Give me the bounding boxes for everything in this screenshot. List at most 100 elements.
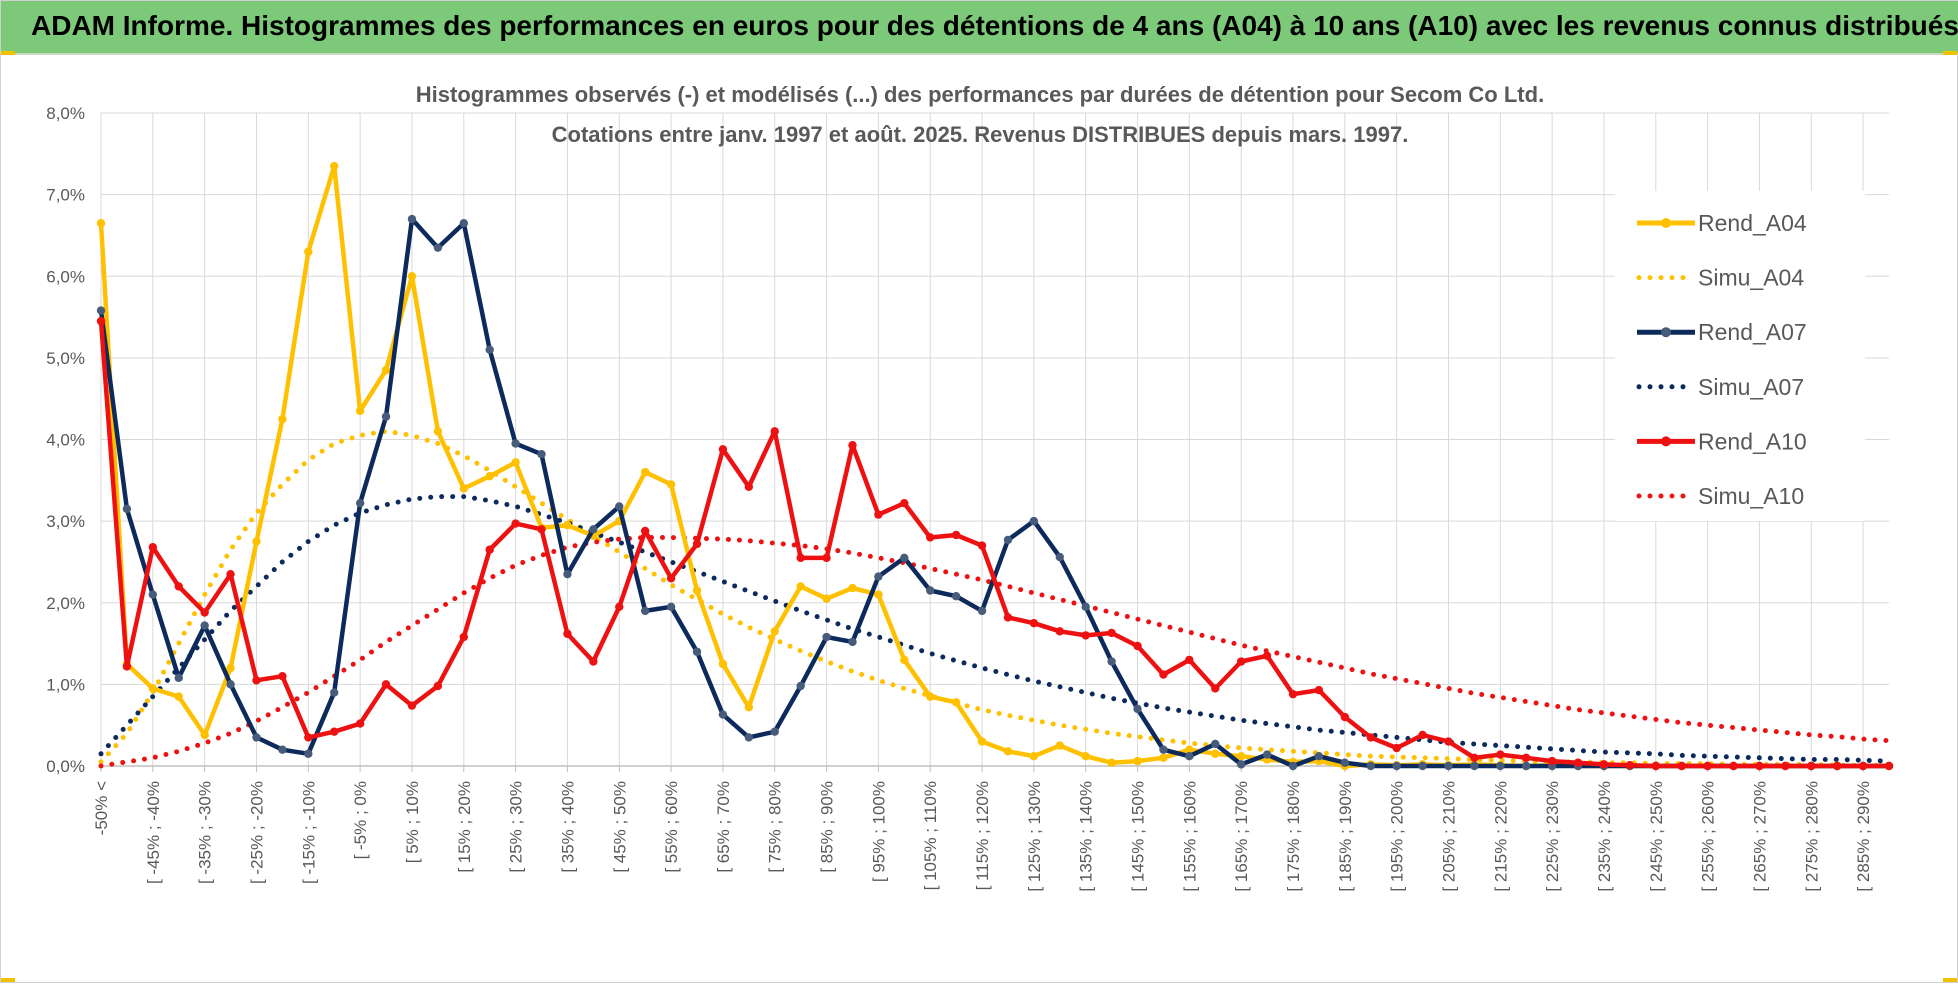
data-point-rend-a07 [744,733,754,742]
data-point-rend-a07 [304,749,313,758]
data-point-rend-a04 [770,627,779,636]
legend-label-rend-a07: Rend_A07 [1698,319,1807,345]
y-tick-label: 5,0% [46,349,85,368]
data-point-rend-a10 [304,733,313,742]
data-point-rend-a04 [96,218,106,228]
y-tick-label: 6,0% [46,267,85,286]
y-tick-label: 3,0% [46,512,85,531]
data-point-rend-a10 [1314,685,1324,695]
data-point-rend-a07 [1159,745,1168,754]
x-tick-label: [ -5% ; 0% [351,781,370,859]
data-point-rend-a10 [951,530,961,540]
data-point-rend-a10 [640,526,650,536]
data-point-rend-a10 [563,629,572,638]
x-tick-label: [ 65% ; 70% [714,781,733,873]
data-point-rend-a04 [1081,752,1090,761]
x-tick-label: [ 155% ; 160% [1180,781,1199,892]
x-tick-label: [ -15% ; -10% [299,781,318,884]
data-point-rend-a07 [951,592,961,601]
data-point-rend-a10 [770,427,779,436]
data-point-rend-a10 [1418,730,1427,740]
data-point-rend-a10 [485,545,494,554]
data-point-rend-a07 [1496,761,1505,771]
data-point-rend-a10 [1599,760,1609,769]
x-tick-label: [ -45% ; -40% [144,781,163,884]
data-point-rend-a04 [874,590,883,599]
data-point-rend-a07 [355,498,365,508]
data-point-rend-a07 [174,673,183,683]
legend-box [1615,191,1865,521]
data-point-rend-a10 [796,553,805,563]
x-tick-label: [ 95% ; 100% [869,781,888,882]
data-point-rend-a07 [537,449,546,459]
data-point-rend-a04 [977,737,987,746]
data-point-rend-a10 [1107,628,1116,638]
data-point-rend-a07 [381,412,391,421]
data-point-rend-a10 [407,701,417,710]
data-point-rend-a10 [977,541,987,550]
x-tick-label: [ 275% ; 280% [1802,781,1821,892]
data-point-rend-a04 [951,698,961,707]
data-point-rend-a10 [1133,641,1142,651]
data-point-rend-a10 [1340,712,1350,722]
data-point-rend-a04 [381,365,391,375]
data-point-rend-a07 [407,214,417,224]
data-point-rend-a04 [1159,753,1168,763]
data-point-rend-a10 [252,676,261,685]
data-point-rend-a10 [226,569,235,579]
data-point-rend-a10 [381,680,391,689]
data-point-rend-a10 [1625,760,1635,770]
data-point-rend-a04 [252,537,261,546]
x-tick-label: [ 285% ; 290% [1854,781,1873,892]
legend-label-rend-a04: Rend_A04 [1698,210,1807,236]
x-tick-label: [ 245% ; 250% [1647,781,1666,892]
data-point-rend-a07 [848,637,857,647]
data-point-rend-a07 [1003,535,1013,545]
data-point-rend-a04 [148,684,158,693]
x-tick-label: [ 215% ; 220% [1491,781,1510,892]
legend-marker-rend-a04 [1661,218,1671,228]
data-point-rend-a04 [848,583,857,593]
data-point-rend-a07 [1236,760,1246,769]
x-tick-label: [ 185% ; 190% [1336,781,1355,892]
x-tick-label: [ 265% ; 270% [1750,781,1769,892]
data-point-rend-a07 [1029,516,1039,526]
series-line-simu-a07 [98,494,1892,764]
data-point-rend-a07 [822,632,831,642]
x-tick-label: [ 25% ; 30% [507,781,526,873]
data-point-rend-a10 [1288,689,1298,699]
data-point-rend-a10 [1262,651,1272,661]
chart-title: Histogrammes observés (-) et modélisés (… [416,82,1544,107]
data-point-rend-a07 [122,504,132,514]
data-point-rend-a04 [200,730,209,740]
data-point-rend-a10 [718,445,728,454]
chart-subtitle: Cotations entre janv. 1997 et août. 2025… [552,122,1409,147]
x-tick-label: [ 235% ; 240% [1595,781,1614,892]
data-point-rend-a10 [122,662,132,671]
data-point-rend-a07 [226,680,235,689]
data-point-rend-a07 [1288,761,1298,771]
data-point-rend-a10 [330,727,339,736]
y-tick-label: 8,0% [46,104,85,123]
x-tick-label: [ 105% ; 110% [921,781,940,890]
data-point-rend-a07 [640,606,650,616]
data-point-rend-a07 [900,553,909,563]
data-point-rend-a04 [640,467,650,477]
data-point-rend-a04 [796,582,805,591]
data-point-rend-a10 [174,582,183,591]
data-point-rend-a10 [200,608,209,617]
x-tick-label: -50% < [92,781,111,835]
corner-marker-top-left [1,51,15,55]
data-point-rend-a10 [1211,684,1220,693]
x-tick-label: [ 205% ; 210% [1439,781,1458,892]
corner-marker-bottom-left [1,978,15,982]
data-point-rend-a10 [459,632,468,642]
data-point-rend-a10 [1522,753,1531,763]
x-tick-label: [ 165% ; 170% [1232,781,1251,892]
data-point-rend-a10 [433,681,443,691]
x-tick-label: [ 255% ; 260% [1699,781,1718,892]
x-tick-label: [ 175% ; 180% [1284,781,1303,892]
series-line-simu-a10 [98,535,1892,769]
data-point-rend-a10 [1392,743,1401,753]
data-point-rend-a07 [1522,761,1531,771]
